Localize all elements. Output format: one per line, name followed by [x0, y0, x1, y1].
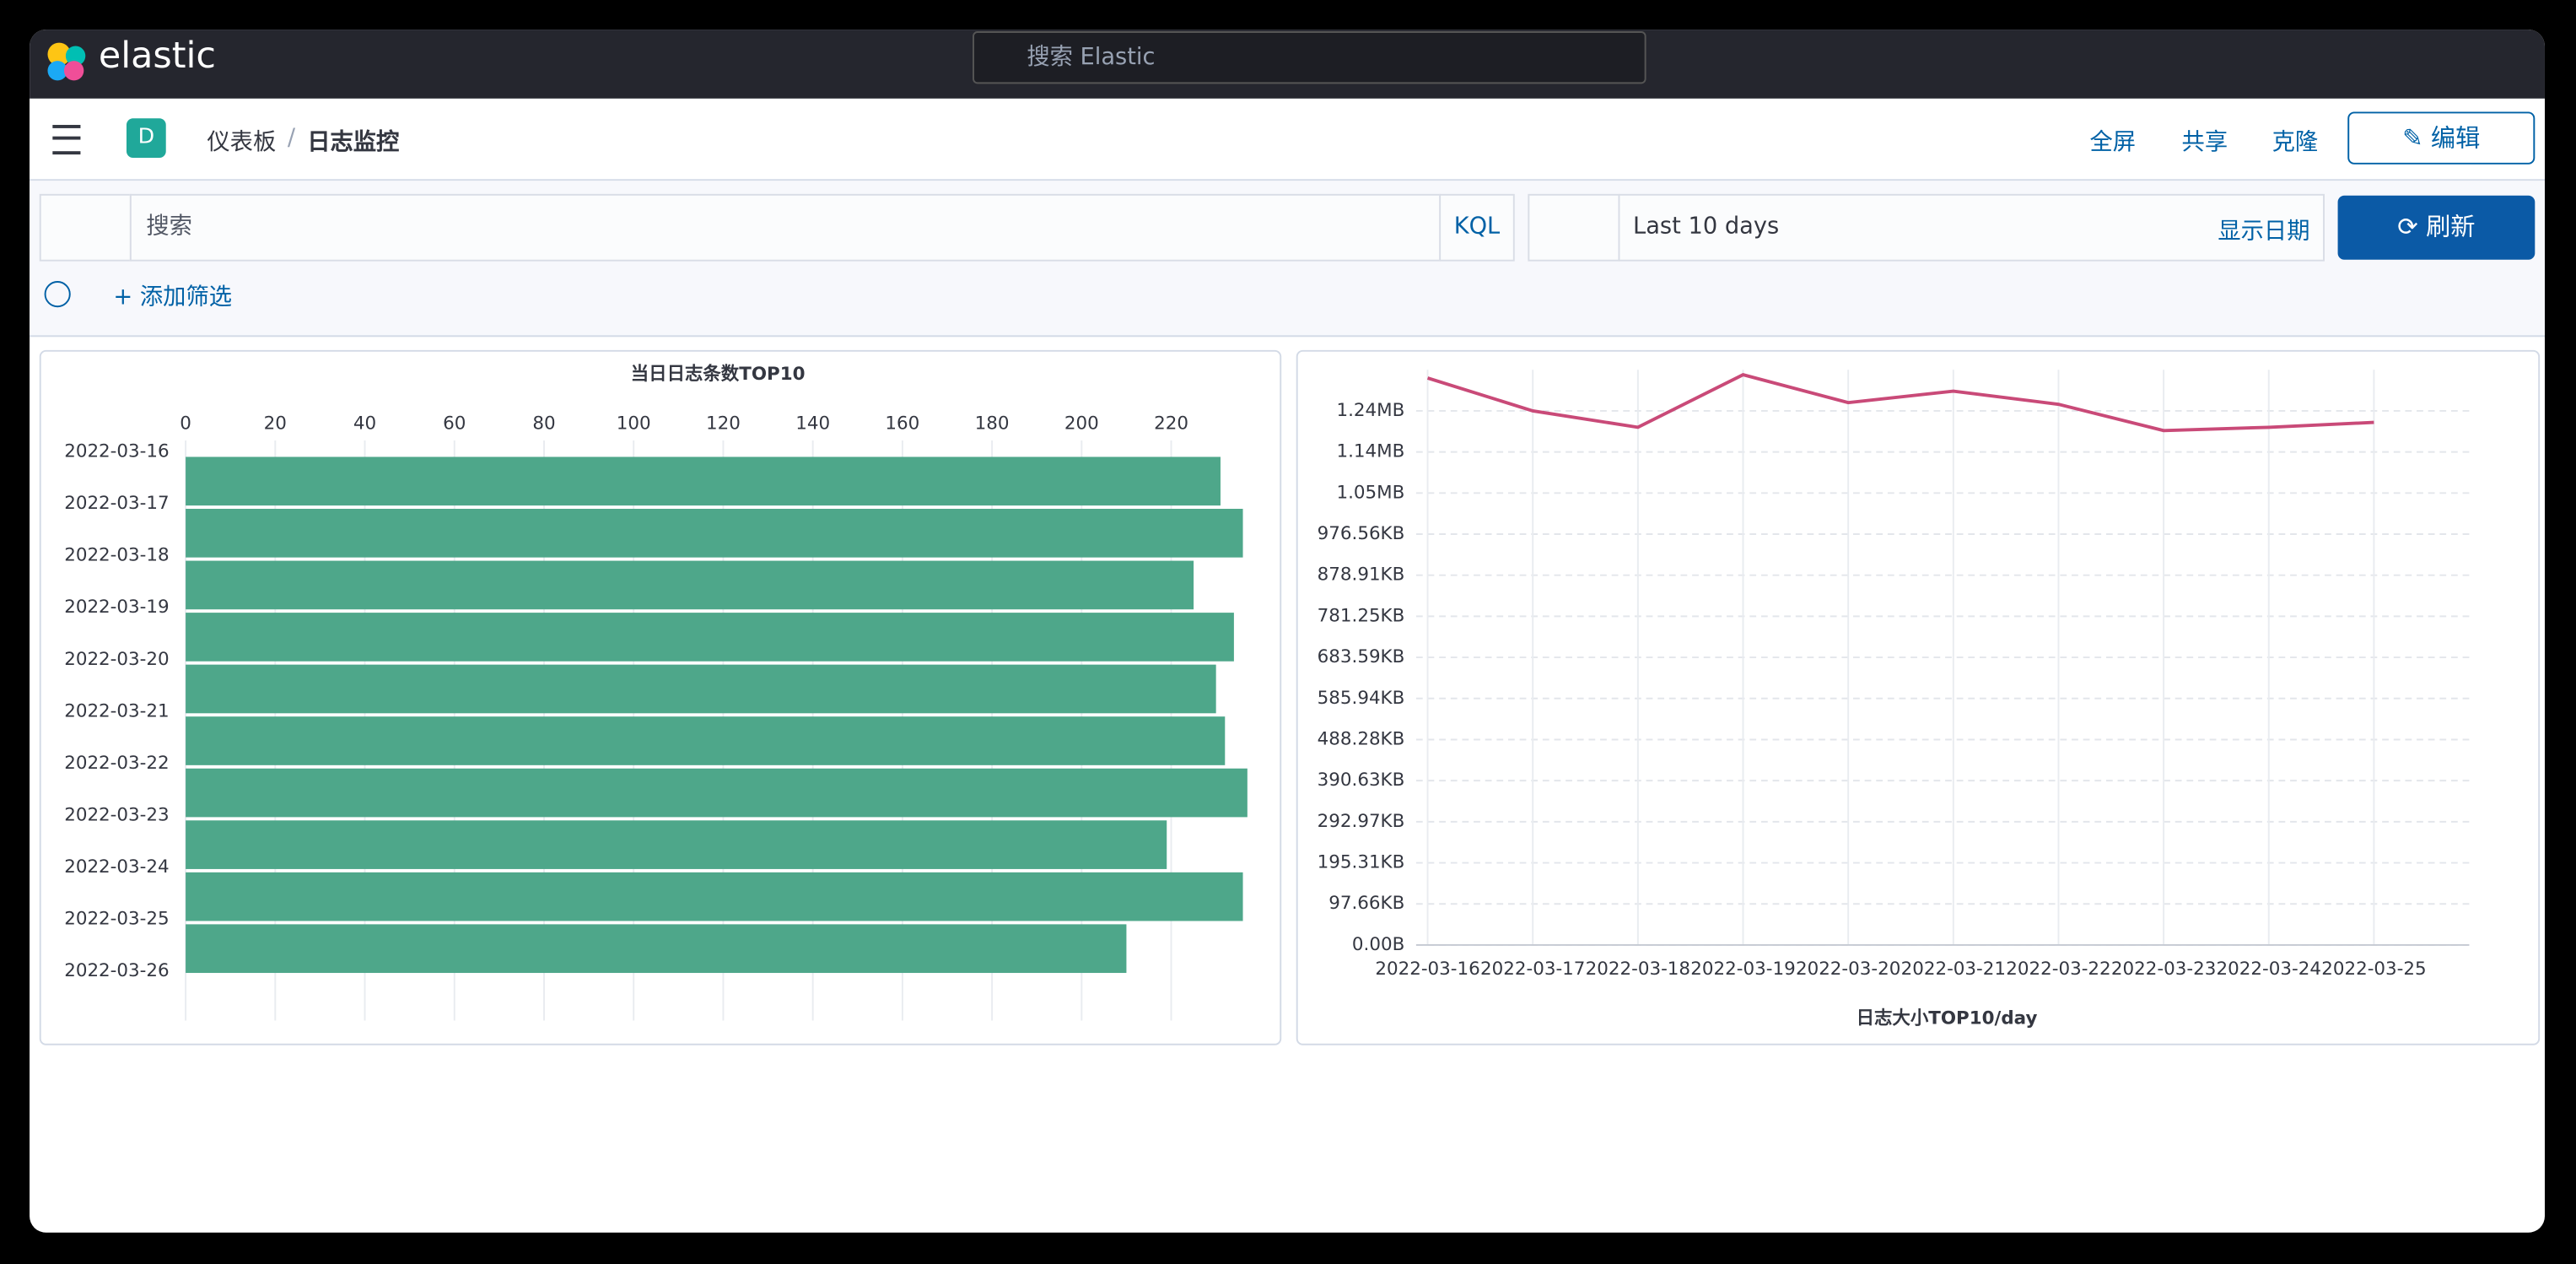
- x-tick-label: 80: [532, 413, 555, 435]
- bar: [186, 924, 1127, 974]
- logo: [47, 42, 86, 81]
- y-tick-label: 976.56KB: [1318, 523, 1405, 544]
- y-tick-label: 781.25KB: [1318, 605, 1405, 626]
- date-picker-button[interactable]: [1528, 193, 1620, 262]
- add-filter[interactable]: + 添加筛选: [113, 284, 232, 311]
- y-tick-label: 2022-03-24: [64, 856, 169, 878]
- edit-label: 编辑: [2430, 123, 2481, 154]
- query-bar: 搜索 KQL Last 10 days 显示日期 ⟳ 刷新 + 添加筛选: [30, 181, 2545, 338]
- y-tick-label: 683.59KB: [1318, 646, 1405, 667]
- kql-button[interactable]: KQL: [1439, 193, 1515, 262]
- filter-icon[interactable]: [44, 281, 71, 308]
- refresh-label: 刷新: [2426, 212, 2476, 242]
- clone-button[interactable]: 克隆: [2272, 129, 2319, 157]
- breadcrumb[interactable]: 仪表板: [207, 129, 277, 157]
- bar: [186, 872, 1243, 921]
- x-tick-label: 2022-03-16: [1375, 959, 1479, 980]
- y-tick-label: 2022-03-21: [64, 700, 169, 721]
- bar: [186, 560, 1194, 610]
- x-tick-label: 220: [1154, 413, 1188, 435]
- nav-bar: D 仪表板 / 日志监控 全屏 共享 克隆 ✎ 编辑: [30, 98, 2545, 181]
- app: elastic 搜索 Elastic D 仪表板 / 日志监控 全屏 共享 克隆…: [30, 30, 2545, 1233]
- x-tick-label: 2022-03-22: [2006, 959, 2110, 980]
- y-tick-label: 2022-03-20: [64, 649, 169, 670]
- y-tick-label: 1.05MB: [1336, 482, 1404, 503]
- y-tick-label: 878.91KB: [1318, 564, 1405, 586]
- x-tick-label: 140: [795, 413, 830, 435]
- space-badge[interactable]: D: [126, 118, 166, 158]
- y-tick-label: 2022-03-16: [64, 441, 169, 462]
- x-tick-label: 2022-03-23: [2111, 959, 2216, 980]
- x-tick-label: 100: [617, 413, 651, 435]
- brand: elastic: [98, 35, 217, 78]
- menu-button[interactable]: [52, 125, 81, 155]
- y-tick-label: 2022-03-17: [64, 493, 169, 514]
- x-tick-label: 200: [1064, 413, 1099, 435]
- y-tick-label: 585.94KB: [1318, 688, 1405, 709]
- global-search[interactable]: 搜索 Elastic: [973, 31, 1646, 84]
- x-tick-label: 2022-03-21: [1901, 959, 2006, 980]
- bar: [186, 509, 1243, 558]
- query-input[interactable]: 搜索: [129, 193, 1442, 262]
- time-range[interactable]: Last 10 days 显示日期: [1618, 193, 2325, 262]
- y-tick-label: 0.00B: [1352, 934, 1404, 955]
- x-tick-label: 2022-03-24: [2217, 959, 2321, 980]
- breadcrumb: 日志监控: [307, 129, 400, 157]
- bar: [186, 768, 1248, 818]
- x-tick-label: 20: [264, 413, 287, 435]
- refresh-button[interactable]: ⟳ 刷新: [2337, 195, 2536, 260]
- saved-query-button[interactable]: [39, 193, 132, 262]
- line: [1426, 373, 2374, 433]
- x-tick-label: 120: [706, 413, 741, 435]
- y-tick-label: 2022-03-18: [64, 545, 169, 566]
- y-tick-label: 97.66KB: [1328, 893, 1404, 914]
- show-dates[interactable]: 显示日期: [2218, 219, 2310, 246]
- separator: /: [287, 125, 296, 152]
- x-tick-label: 2022-03-17: [1480, 959, 1585, 980]
- y-tick-label: 390.63KB: [1318, 770, 1405, 791]
- y-tick-label: 2022-03-26: [64, 960, 169, 981]
- y-tick-label: 2022-03-22: [64, 753, 169, 774]
- x-tick-label: 160: [885, 413, 919, 435]
- x-tick-label: 2022-03-25: [2321, 959, 2426, 980]
- bar: [186, 716, 1226, 765]
- y-tick-label: 195.31KB: [1318, 852, 1405, 873]
- bar: [186, 456, 1221, 506]
- top-bar: elastic 搜索 Elastic: [30, 30, 2545, 99]
- y-tick-label: 1.24MB: [1336, 400, 1404, 421]
- x-tick-label: 0: [180, 413, 191, 435]
- x-axis-label: 日志大小TOP10/day: [1857, 1008, 2038, 1029]
- x-tick-label: 2022-03-18: [1586, 959, 1690, 980]
- panel: [1296, 349, 2541, 1045]
- bar: [186, 820, 1167, 869]
- fullscreen-button[interactable]: 全屏: [2089, 129, 2137, 157]
- chart-title: 当日日志条数TOP10: [631, 363, 806, 385]
- edit-button[interactable]: ✎ 编辑: [2347, 111, 2536, 165]
- x-tick-label: 2022-03-20: [1796, 959, 1900, 980]
- y-tick-label: 292.97KB: [1318, 811, 1405, 832]
- bar: [186, 613, 1234, 662]
- y-tick-label: 2022-03-25: [64, 909, 169, 930]
- time-range-label: Last 10 days: [1633, 213, 1780, 240]
- x-tick-label: 40: [353, 413, 376, 435]
- x-tick-label: 60: [443, 413, 466, 435]
- y-tick-label: 2022-03-23: [64, 804, 169, 825]
- share-button[interactable]: 共享: [2181, 129, 2228, 157]
- bar: [186, 664, 1216, 714]
- y-tick-label: 2022-03-19: [64, 597, 169, 618]
- x-tick-label: 2022-03-19: [1690, 959, 1795, 980]
- y-tick-label: 488.28KB: [1318, 728, 1405, 749]
- x-tick-label: 180: [975, 413, 1010, 435]
- y-tick-label: 1.14MB: [1336, 441, 1404, 462]
